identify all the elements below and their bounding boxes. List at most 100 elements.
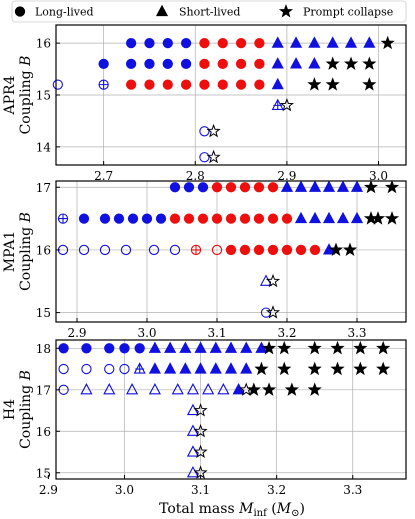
data-point-circle [225,182,237,193]
data-point-circle [253,213,265,224]
data-point-circle [169,213,181,224]
data-point-star [284,382,299,396]
data-point-triangle [209,341,222,353]
x-tick-label: 2.9 [39,483,58,497]
data-point-star [193,444,208,459]
data-point-circle [199,152,210,163]
data-point-triangle [289,36,303,48]
data-point-circle [119,363,130,375]
data-point-triangle [280,180,294,192]
data-point-circle [144,79,155,90]
data-point-circle [260,307,272,318]
data-point-star [277,361,292,376]
data-point-circle [78,213,90,224]
data-point-circle [81,363,92,375]
data-points [52,35,395,164]
data-point-circle [155,213,167,224]
data-point-circle [148,244,160,256]
data-point-star [193,403,208,417]
data-point-circle [235,79,247,90]
y-tick-label: 16 [36,425,51,439]
data-point-triangle [271,36,284,48]
y-axis-label-text: Coupling [18,66,34,135]
data-point-circle [281,244,293,256]
data-point-triangle [336,211,350,224]
data-point-circle [254,79,265,90]
data-point-triangle [224,341,238,353]
data-point-circle [180,37,192,49]
panel-frame [55,180,407,323]
y-tick-label: 17 [36,383,51,397]
data-point-star [376,361,391,376]
x-axis-label-main: Total mass [159,501,239,517]
data-point-star [330,340,345,355]
data-point-star [330,361,345,376]
data-point-star [376,340,391,355]
data-point-star [246,382,261,396]
x-axis-label-unit-subscript: ⊙ [291,508,299,519]
data-point-triangle [336,180,350,192]
data-point-star [279,97,294,112]
x-tick-label: 3.1 [207,326,226,340]
data-point-triangle [224,362,238,374]
data-point-plus [273,100,283,110]
data-point-circle [199,58,210,70]
data-point-plus [135,364,145,374]
x-tick-label: 2.7 [94,169,113,183]
data-point-circle [98,79,109,90]
data-point-star [353,340,368,355]
y-axis-label-symbol: B [18,212,34,223]
legend-marker-triangle [155,4,169,17]
data-point-circle [120,244,132,256]
data-point-star [362,77,377,91]
data-point-triangle [363,36,376,48]
data-point-triangle [148,383,161,395]
data-point-star [328,242,344,256]
x-tick-label: 2.8 [186,169,205,183]
data-point-circle [52,79,63,90]
legend-marker-star [278,4,294,18]
data-point-circle [199,37,210,49]
data-point-circle [225,213,237,224]
data-point-circle [58,363,69,375]
data-point-triangle [344,36,358,48]
data-point-circle [190,244,202,256]
legend-frame [11,0,407,23]
data-point-triangle [209,362,222,374]
data-point-star [370,211,386,225]
data-point-circle [104,363,115,375]
data-point-circle [217,79,228,90]
x-axis-label-open: ( [267,501,277,517]
data-point-triangle [148,362,161,374]
data-point-circle [235,37,247,49]
panel-label: H4 [2,399,18,420]
data-point-circle [211,244,223,256]
data-point-circle [183,213,195,224]
data-point-circle [254,37,265,49]
y-axis-label: Coupling B [18,212,34,291]
y-tick-label: 17 [36,181,51,195]
data-point-circle [253,244,265,256]
data-point-circle [217,37,228,49]
data-point-circle [104,343,115,354]
data-point-circle [267,244,279,256]
data-point-triangle [350,211,364,224]
data-point-triangle [322,211,336,224]
y-axis-label-text: Coupling [18,222,34,291]
data-point-circle [225,244,237,256]
data-point-circle [211,182,223,193]
data-point-triangle [148,341,161,353]
data-point-star [277,340,292,355]
x-tick-label: 3.0 [137,326,156,340]
data-point-star [206,149,221,164]
data-point-circle [211,213,223,224]
data-point-star [380,35,395,50]
data-point-triangle [103,383,116,395]
data-point-circle [267,182,279,193]
data-points [58,340,391,479]
data-point-circle [180,79,192,90]
data-point-star [261,382,277,396]
data-point-triangle [186,383,200,395]
data-point-star [265,273,281,288]
